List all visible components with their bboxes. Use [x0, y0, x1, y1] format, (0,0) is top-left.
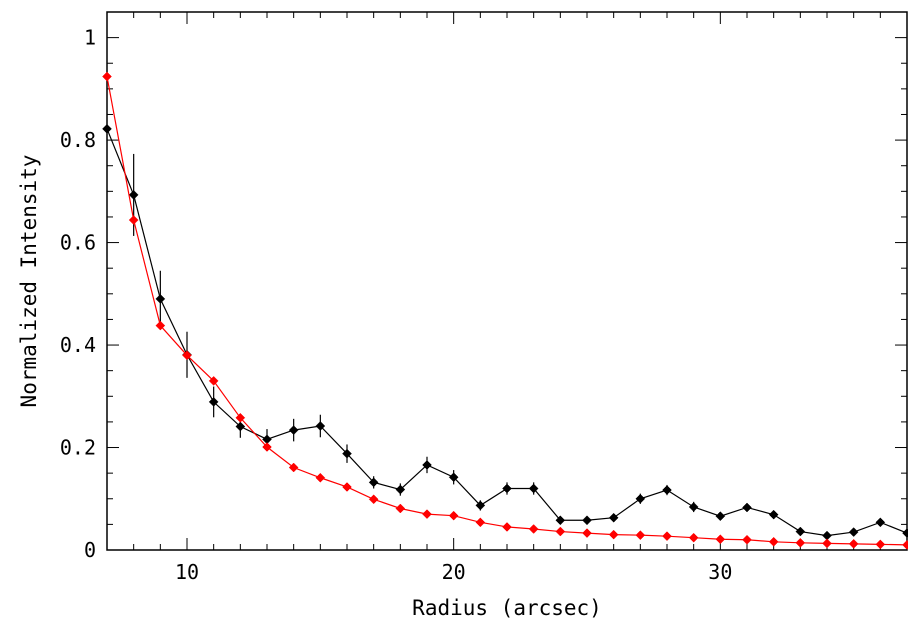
data-point — [422, 509, 432, 519]
data-point — [128, 215, 139, 225]
data-point — [875, 539, 886, 550]
data-point — [288, 425, 299, 435]
data-point — [902, 540, 908, 550]
data-point — [368, 477, 379, 488]
data-point — [155, 320, 166, 331]
data-point — [608, 512, 619, 523]
data-point — [635, 493, 646, 504]
series-2 — [102, 71, 908, 550]
data-point — [848, 538, 859, 549]
data-point — [208, 376, 219, 386]
data-point — [395, 484, 406, 495]
data-point — [795, 526, 806, 537]
data-point — [395, 503, 406, 514]
data-point — [582, 528, 592, 538]
data-point — [822, 538, 832, 549]
data-point — [502, 483, 512, 494]
series-line — [106, 128, 908, 537]
y-tick-label: 1 — [84, 26, 96, 50]
data-point — [715, 511, 726, 522]
data-point — [342, 482, 352, 492]
x-axis-label: Radius (arcsec) — [412, 596, 602, 620]
data-point — [528, 524, 539, 534]
data-point — [288, 462, 299, 473]
data-point — [608, 529, 619, 540]
data-point — [555, 515, 566, 526]
data-point — [848, 527, 859, 537]
data-point — [342, 448, 352, 459]
data-point — [475, 500, 486, 511]
data-point — [528, 483, 539, 494]
y-tick-label: 0.2 — [60, 436, 96, 460]
data-point — [102, 71, 112, 82]
y-tick-label: 0 — [84, 538, 96, 562]
data-point — [688, 532, 699, 543]
data-point — [662, 485, 672, 495]
y-tick-label: 0.6 — [60, 231, 96, 255]
x-tick-label: 30 — [708, 560, 732, 584]
data-point — [235, 412, 246, 423]
y-tick-label: 0.8 — [60, 128, 96, 152]
data-point — [742, 502, 752, 513]
data-point — [448, 510, 459, 521]
data-point — [875, 517, 886, 528]
data-point — [768, 536, 779, 547]
data-point — [902, 528, 908, 538]
data-point — [368, 494, 379, 505]
data-point — [715, 534, 726, 545]
x-tick-label: 10 — [175, 560, 199, 584]
data-point — [182, 350, 192, 361]
plot-frame — [106, 11, 908, 551]
data-series — [102, 71, 908, 550]
data-point — [635, 530, 646, 540]
data-point — [422, 460, 432, 470]
data-point — [315, 421, 326, 431]
data-point — [448, 472, 459, 483]
data-point — [208, 397, 219, 407]
y-tick-label: 0.4 — [60, 333, 96, 357]
data-point — [768, 509, 779, 520]
data-point — [128, 190, 139, 200]
data-point — [662, 531, 672, 542]
data-point — [235, 421, 246, 432]
data-point — [795, 537, 806, 548]
data-point — [555, 526, 566, 537]
data-point — [102, 123, 112, 134]
data-point — [475, 517, 486, 528]
data-point — [742, 534, 752, 545]
data-point — [688, 502, 699, 512]
data-point — [502, 522, 512, 532]
axis-ticks: 10 20 30 0 0.2 0.4 0.6 0.8 1 — [60, 11, 908, 584]
data-point — [155, 294, 166, 304]
data-point — [582, 515, 592, 526]
data-point — [315, 472, 326, 483]
data-point — [262, 442, 272, 452]
series-line — [106, 76, 908, 546]
y-axis-label: Normalized Intensity — [17, 155, 41, 408]
series-1 — [102, 123, 908, 541]
x-tick-label: 20 — [442, 560, 466, 584]
